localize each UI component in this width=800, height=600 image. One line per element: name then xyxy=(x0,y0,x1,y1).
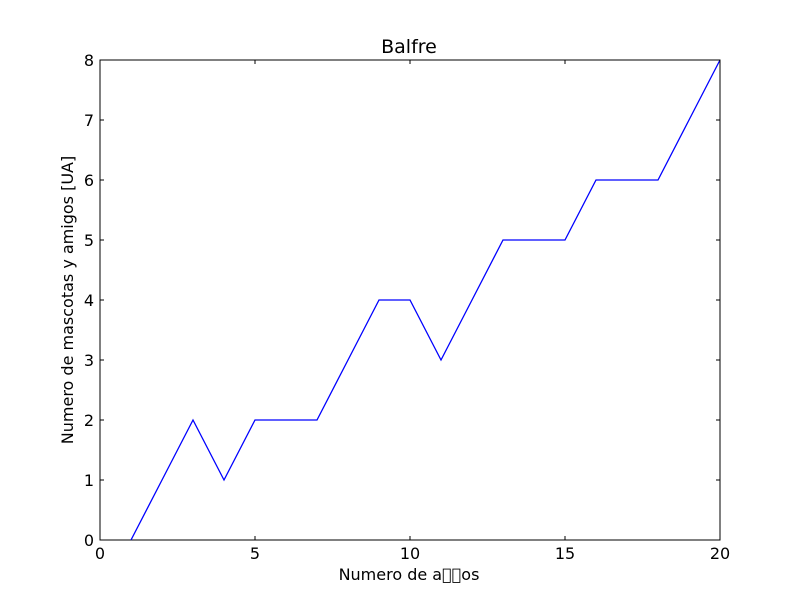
y-axis: 0 1 2 3 4 5 6 7 8 xyxy=(84,51,720,550)
plot-area xyxy=(99,59,721,541)
x-tick-label: 5 xyxy=(250,544,260,563)
x-tick-label: 15 xyxy=(555,544,575,563)
y-tick-label: 2 xyxy=(84,411,94,430)
y-tick-label: 1 xyxy=(84,471,94,490)
series-line xyxy=(130,59,721,541)
y-tick-label: 8 xyxy=(84,51,94,70)
y-tick-label: 5 xyxy=(84,231,94,250)
y-tick-label: 4 xyxy=(84,291,94,310)
y-axis-label: Numero de mascotas y amigos [UA] xyxy=(58,156,77,444)
x-tick-label: 20 xyxy=(710,544,730,563)
y-tick-label: 0 xyxy=(84,531,94,550)
x-tick-label: 10 xyxy=(400,544,420,563)
x-tick-label: 0 xyxy=(95,544,105,563)
chart-title: Balfre xyxy=(381,36,437,58)
y-tick-label: 6 xyxy=(84,171,94,190)
y-tick-label: 7 xyxy=(84,111,94,130)
y-tick-label: 3 xyxy=(84,351,94,370)
x-axis: 0 5 10 15 20 xyxy=(95,60,730,563)
x-axis-label: Numero de a  os xyxy=(339,565,480,584)
